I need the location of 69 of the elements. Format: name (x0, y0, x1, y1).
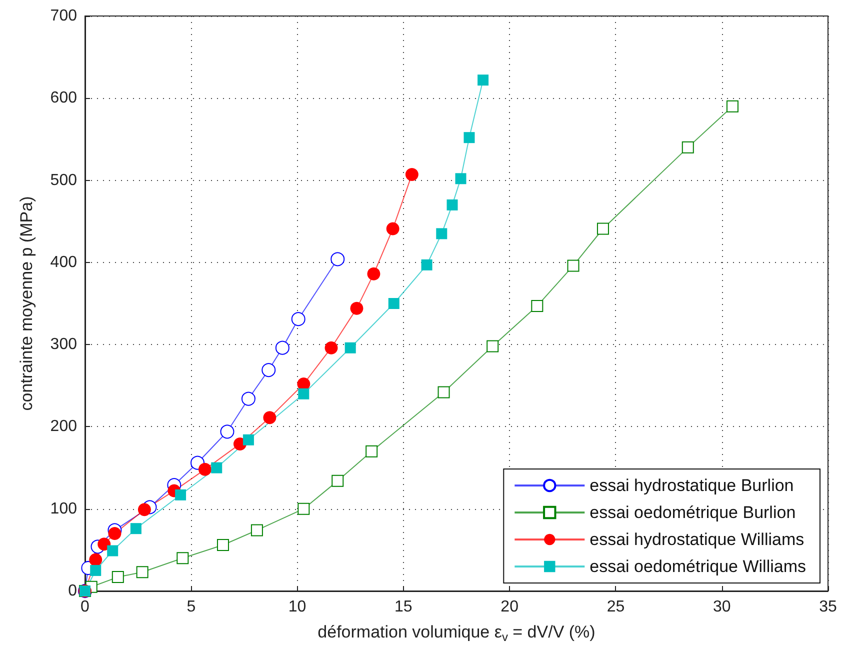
point (455, 173, 466, 184)
x-tick-label: 0 (80, 598, 90, 616)
y-tick-label: 500 (50, 172, 78, 189)
point (366, 445, 378, 458)
point (464, 132, 475, 144)
y-tick-label: 300 (50, 336, 78, 354)
x-tick-label: 25 (606, 598, 625, 616)
point (486, 340, 499, 352)
point (386, 222, 400, 236)
point (220, 424, 234, 439)
x-tick-label: 5 (186, 598, 196, 616)
point (436, 228, 448, 240)
point (682, 141, 694, 154)
x-tick-label: 10 (288, 598, 306, 616)
point (136, 566, 148, 578)
x-tick-label: 20 (500, 598, 519, 616)
point (297, 378, 310, 390)
point (175, 489, 186, 500)
point (350, 302, 364, 315)
point (89, 553, 102, 566)
point (291, 312, 306, 326)
point (330, 252, 345, 266)
point (112, 571, 124, 584)
point (438, 386, 450, 398)
point (405, 168, 418, 182)
point (107, 545, 118, 556)
point (421, 259, 432, 270)
point (130, 523, 142, 534)
point (332, 474, 344, 487)
point (324, 341, 338, 354)
point (367, 267, 380, 280)
point (90, 564, 102, 576)
point (176, 552, 189, 564)
point (726, 100, 738, 112)
point (250, 524, 263, 536)
point (263, 411, 276, 424)
y-tick-label: 100 (50, 500, 78, 518)
point (241, 392, 256, 406)
point (198, 462, 212, 476)
y-tick-label: 700 (50, 8, 78, 24)
point (531, 300, 544, 312)
point (478, 74, 489, 86)
y-tick-label: 200 (50, 418, 78, 436)
x-tick-label: 15 (394, 598, 412, 616)
point (138, 503, 151, 516)
point (262, 363, 276, 378)
legend-label: essai oedométrique Burlion (590, 503, 796, 522)
point (567, 260, 580, 272)
y-axis-title: contrainte moyenne p (MPa) (17, 196, 36, 411)
point (211, 462, 222, 474)
point (275, 340, 290, 355)
point (98, 538, 111, 551)
point (242, 434, 254, 446)
legend-label: essai hydrostatique Burlion (590, 476, 794, 495)
point (596, 222, 609, 235)
point (344, 342, 356, 354)
point (298, 502, 310, 515)
point (388, 298, 400, 309)
point (108, 527, 122, 540)
y-tick-label: 0 (68, 582, 78, 600)
point (298, 388, 310, 400)
x-tick-label: 35 (819, 598, 837, 616)
y-tick-label: 400 (50, 254, 78, 271)
x-tick-label: 30 (712, 598, 731, 616)
y-tick-label: 600 (50, 90, 78, 107)
legend-label: essai hydrostatique Williams (590, 530, 804, 549)
legend-label: essai oedométrique Williams (590, 557, 806, 576)
point (216, 539, 229, 551)
point (446, 199, 458, 210)
